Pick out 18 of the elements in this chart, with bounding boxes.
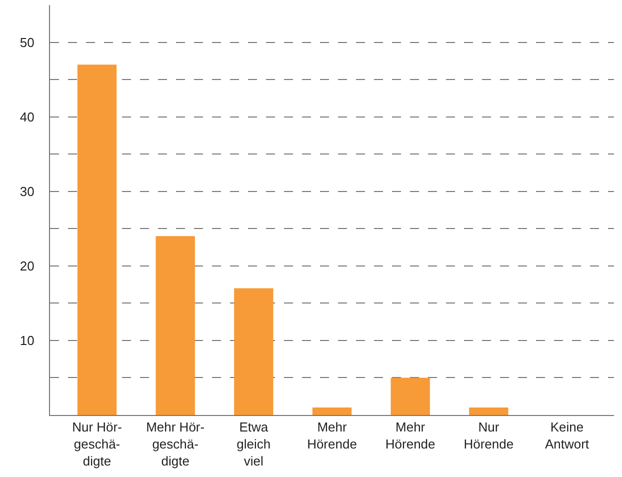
bar [77,64,117,415]
y-tick-label: 30 [20,184,34,199]
y-tick-label: 20 [20,258,34,274]
y-tick-label: 10 [20,333,34,348]
x-tick-label: Mehr Hör- geschä- digte [146,420,205,468]
x-tick-label: Etwa gleich viel [236,420,271,468]
x-tick-label: Mehr Hörende [307,420,357,452]
bar [156,236,195,415]
x-tick-label: Mehr Hörende [385,420,436,452]
x-tick-label: Keine Antwort [544,420,590,452]
y-tick-label: 40 [20,109,34,124]
y-tick-label: 50 [20,34,34,50]
bar [312,408,352,415]
bar [234,288,274,415]
bar [469,408,508,415]
bar [390,378,430,415]
x-tick-label: Nur Hörende [464,420,514,452]
x-tick-label: Nur Hör- geschä- digte [72,420,122,468]
